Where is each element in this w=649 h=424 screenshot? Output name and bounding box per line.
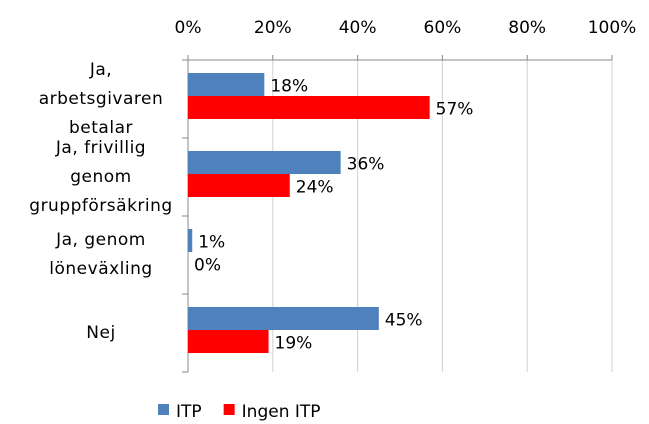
legend-label: Ingen ITP xyxy=(242,402,321,422)
data-label: 18% xyxy=(270,77,308,97)
legend-swatch xyxy=(158,404,169,415)
bar xyxy=(188,307,379,330)
x-tick-label: 80% xyxy=(508,18,546,38)
x-tick-label: 0% xyxy=(175,18,202,38)
data-label: 24% xyxy=(296,178,334,198)
bar xyxy=(188,73,265,96)
legend-swatch xyxy=(223,404,235,415)
bar xyxy=(188,229,193,252)
y-tick-label: Ja, frivillig genom gruppförsäkring xyxy=(29,137,173,216)
data-label: 57% xyxy=(436,100,474,120)
legend-label: ITP xyxy=(176,402,202,422)
data-label: 45% xyxy=(385,311,423,331)
data-label: 19% xyxy=(275,334,313,354)
y-tick-label: Ja, genom löneväxling xyxy=(49,230,153,279)
x-tick-label: 20% xyxy=(254,18,292,38)
bar xyxy=(188,151,341,174)
data-label: 1% xyxy=(198,233,225,253)
x-tick-label: 100% xyxy=(588,18,637,38)
x-tick-label: 40% xyxy=(339,18,377,38)
x-tick-label: 60% xyxy=(424,18,462,38)
data-label: 0% xyxy=(194,256,221,276)
bar xyxy=(188,330,269,353)
bar xyxy=(188,174,290,197)
data-label: 36% xyxy=(347,155,385,175)
y-tick-label: Nej xyxy=(86,322,116,343)
bar xyxy=(188,96,430,119)
y-tick-label: Ja, arbetsgivaren betalar xyxy=(38,59,164,138)
